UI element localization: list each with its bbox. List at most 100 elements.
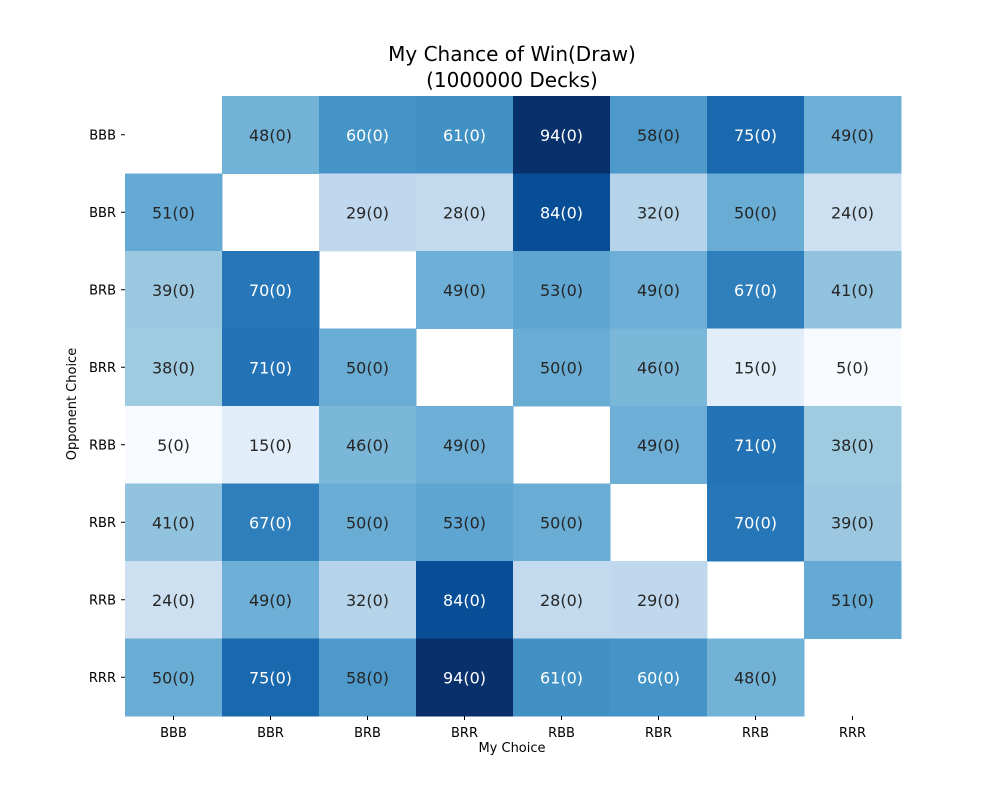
heatmap-cell xyxy=(222,251,320,329)
cell-value-label: 84(0) xyxy=(443,591,486,610)
heatmap-cell xyxy=(125,328,223,407)
heatmap-cell xyxy=(319,96,417,174)
heatmap-cell xyxy=(416,96,514,174)
heatmap-cell xyxy=(707,638,805,717)
x-axis-label: My Choice xyxy=(478,741,545,756)
heatmap-cell xyxy=(319,638,417,717)
cell-value-label: 49(0) xyxy=(249,591,292,610)
cell-value-label: 15(0) xyxy=(249,436,292,455)
heatmap-cell xyxy=(610,96,708,174)
x-tick-label: BRB xyxy=(354,726,381,741)
heatmap-cell xyxy=(513,328,611,407)
heatmap-cell xyxy=(125,406,223,484)
cell-value-label: 15(0) xyxy=(734,358,777,377)
cell-value-label: 41(0) xyxy=(831,281,874,300)
y-axis-label: Opponent Choice xyxy=(65,348,80,460)
cell-value-label: 48(0) xyxy=(734,668,777,687)
heatmap-cell xyxy=(707,328,805,407)
cell-value-label: 49(0) xyxy=(443,436,486,455)
heatmap-cell xyxy=(416,251,514,329)
cell-value-label: 53(0) xyxy=(443,513,486,532)
heatmap-cell xyxy=(707,251,805,329)
cell-value-label: 94(0) xyxy=(540,126,583,145)
heatmap-cell xyxy=(610,561,708,639)
heatmap-cell xyxy=(707,96,805,174)
y-tick-label: BBB xyxy=(89,128,116,143)
cell-value-label: 38(0) xyxy=(152,358,195,377)
y-tick-label: RRB xyxy=(89,593,116,608)
y-tick-label: BRB xyxy=(89,283,116,298)
cell-value-label: 58(0) xyxy=(637,126,680,145)
cell-value-label: 49(0) xyxy=(637,436,680,455)
heatmap-cell xyxy=(513,483,611,562)
x-tick-label: BBR xyxy=(257,726,284,741)
cell-value-label: 46(0) xyxy=(346,436,389,455)
cell-value-label: 58(0) xyxy=(346,668,389,687)
cell-value-label: 28(0) xyxy=(540,591,583,610)
heatmap-cell xyxy=(416,638,514,717)
cell-value-label: 24(0) xyxy=(152,591,195,610)
cell-value-label: 41(0) xyxy=(152,513,195,532)
cell-value-label: 49(0) xyxy=(637,281,680,300)
cell-value-label: 94(0) xyxy=(443,668,486,687)
y-tick-label: RBB xyxy=(89,438,116,453)
cell-value-label: 50(0) xyxy=(346,358,389,377)
heatmap-cell xyxy=(125,483,223,562)
heatmap-cell xyxy=(222,561,320,639)
heatmap-cell xyxy=(513,96,611,174)
heatmap-cell xyxy=(319,328,417,407)
heatmap-cell xyxy=(707,406,805,484)
heatmap-cell xyxy=(804,406,902,484)
cell-value-label: 29(0) xyxy=(637,591,680,610)
cell-value-label: 29(0) xyxy=(346,203,389,222)
heatmap-cell xyxy=(610,251,708,329)
cell-value-label: 39(0) xyxy=(831,513,874,532)
heatmap-cell xyxy=(513,251,611,329)
cell-value-label: 60(0) xyxy=(637,668,680,687)
heatmap-cell xyxy=(804,173,902,252)
heatmap-cell xyxy=(804,251,902,329)
cell-value-label: 67(0) xyxy=(734,281,777,300)
heatmap-cell xyxy=(222,328,320,407)
heatmap-cell xyxy=(222,96,320,174)
heatmap-cell xyxy=(707,173,805,252)
cell-value-label: 49(0) xyxy=(443,281,486,300)
cell-value-label: 61(0) xyxy=(540,668,583,687)
heatmap-cell xyxy=(804,96,902,174)
cell-value-label: 53(0) xyxy=(540,281,583,300)
cell-value-label: 84(0) xyxy=(540,203,583,222)
heatmap-cell xyxy=(319,561,417,639)
cell-value-label: 32(0) xyxy=(346,591,389,610)
cell-value-label: 51(0) xyxy=(831,591,874,610)
cell-value-label: 32(0) xyxy=(637,203,680,222)
x-tick-label: BBB xyxy=(160,726,187,741)
cell-value-label: 48(0) xyxy=(249,126,292,145)
cell-value-label: 50(0) xyxy=(346,513,389,532)
y-tick-label: BRR xyxy=(89,361,116,376)
heatmap-cells xyxy=(125,96,902,717)
heatmap-cell xyxy=(125,561,223,639)
x-tick-label: RRR xyxy=(839,726,866,741)
cell-value-label: 39(0) xyxy=(152,281,195,300)
x-axis-ticks: BBB BBR BRB BRR RBB RBR RRB RRR xyxy=(160,716,866,741)
cell-value-label: 70(0) xyxy=(734,513,777,532)
heatmap-cell xyxy=(125,638,223,717)
cell-value-label: 51(0) xyxy=(152,203,195,222)
cell-value-label: 50(0) xyxy=(540,358,583,377)
cell-value-label: 5(0) xyxy=(157,436,190,455)
heatmap-cell xyxy=(416,173,514,252)
cell-value-label: 75(0) xyxy=(734,126,777,145)
y-tick-label: BBR xyxy=(89,206,116,221)
heatmap-cell xyxy=(125,251,223,329)
heatmap-cell-labels: 48(0) 60(0) 61(0) 94(0) 58(0) 75(0) 49(0) 51(0)… xyxy=(152,126,874,688)
cell-value-label: 75(0) xyxy=(249,668,292,687)
cell-value-label: 49(0) xyxy=(831,126,874,145)
cell-value-label: 5(0) xyxy=(836,358,869,377)
heatmap-cell xyxy=(222,483,320,562)
cell-value-label: 38(0) xyxy=(831,436,874,455)
y-tick-label: RRR xyxy=(89,671,116,686)
heatmap-cell xyxy=(610,328,708,407)
heatmap-cell xyxy=(416,406,514,484)
heatmap-cell xyxy=(610,406,708,484)
